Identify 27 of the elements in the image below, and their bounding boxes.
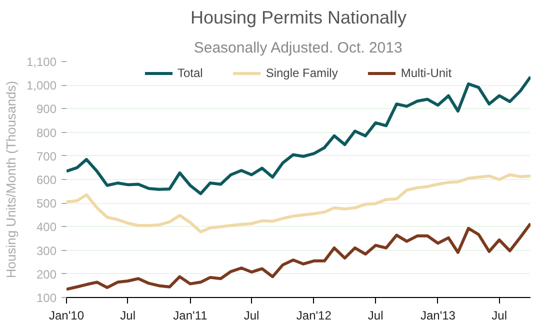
- y-tick-label: 300: [36, 244, 57, 258]
- line-series: [66, 173, 530, 234]
- y-tick-label: 1,100: [26, 55, 57, 69]
- y-tick-label: 200: [36, 267, 57, 282]
- x-tick-label: Jul: [492, 308, 507, 322]
- x-tick-label: Jan'10: [49, 308, 84, 322]
- legend-label: Multi-Unit: [400, 66, 452, 80]
- x-tick-label: Jul: [368, 308, 384, 322]
- chart-title: Housing Permits Nationally: [190, 8, 407, 28]
- y-tick-label: 800: [36, 126, 57, 140]
- x-tick-label: Jul: [244, 308, 260, 322]
- y-tick-label: 600: [36, 173, 57, 187]
- line-series: [66, 222, 530, 291]
- y-axis-title: Housing Units/Month (Thousands): [3, 80, 18, 278]
- legend-label: Total: [177, 66, 203, 80]
- y-tick-label: 100: [36, 291, 57, 305]
- y-tick-label: 900: [36, 102, 57, 116]
- y-tick-label: 400: [36, 220, 57, 234]
- y-tick-label: 1,000: [26, 78, 57, 93]
- x-tick-label: Jan'12: [296, 308, 332, 322]
- y-tick-label: 700: [36, 149, 57, 164]
- x-tick-label: Jan'11: [173, 308, 208, 322]
- x-tick-label: Jul: [120, 308, 136, 322]
- x-tick-label: Jan'13: [420, 308, 456, 322]
- y-tick-label: 500: [36, 196, 57, 211]
- chart-subtitle: Seasonally Adjusted. Oct. 2013: [194, 40, 402, 56]
- legend-label: Single Family: [266, 66, 338, 80]
